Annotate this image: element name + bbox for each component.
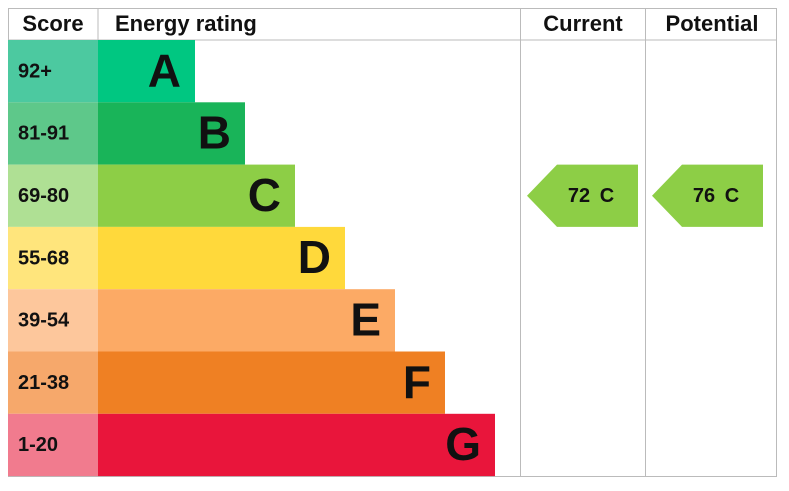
potential-band: C (725, 185, 739, 207)
score-cell (8, 226, 98, 290)
score-cell (8, 351, 98, 414)
rating-letter: C (248, 169, 281, 221)
rating-letter: B (198, 107, 231, 159)
rating-bar (98, 413, 495, 477)
rating-letter: E (350, 294, 381, 346)
rating-bar (98, 289, 395, 352)
current-band: C (600, 185, 614, 207)
score-range: 1-20 (18, 434, 58, 456)
rating-bar (98, 102, 245, 165)
score-range: 92+ (18, 60, 52, 82)
rating-letter: F (403, 356, 431, 408)
rating-bar (98, 164, 295, 227)
potential-arrow (652, 164, 763, 227)
current-arrow (527, 164, 638, 227)
score-cell (8, 289, 98, 352)
score-cell (8, 413, 98, 477)
score-cell (8, 40, 98, 103)
rating-bar (98, 40, 195, 103)
header-rating: Energy rating (115, 11, 257, 36)
current-score: 72 (568, 185, 590, 207)
score-range: 55-68 (18, 247, 69, 269)
header-potential: Potential (666, 11, 759, 36)
rating-bar (98, 351, 445, 414)
score-cell (8, 164, 98, 227)
score-range: 69-80 (18, 185, 69, 207)
score-range: 81-91 (18, 123, 69, 145)
header-current: Current (543, 11, 623, 36)
score-cell (8, 102, 98, 165)
potential-score: 76 (693, 185, 715, 207)
score-range: 21-38 (18, 372, 69, 394)
rating-letter: A (148, 44, 181, 96)
header-score: Score (22, 11, 83, 36)
rating-bar (98, 226, 345, 290)
rating-letter: D (298, 231, 331, 283)
score-range: 39-54 (18, 310, 70, 332)
rating-letter: G (445, 418, 481, 470)
